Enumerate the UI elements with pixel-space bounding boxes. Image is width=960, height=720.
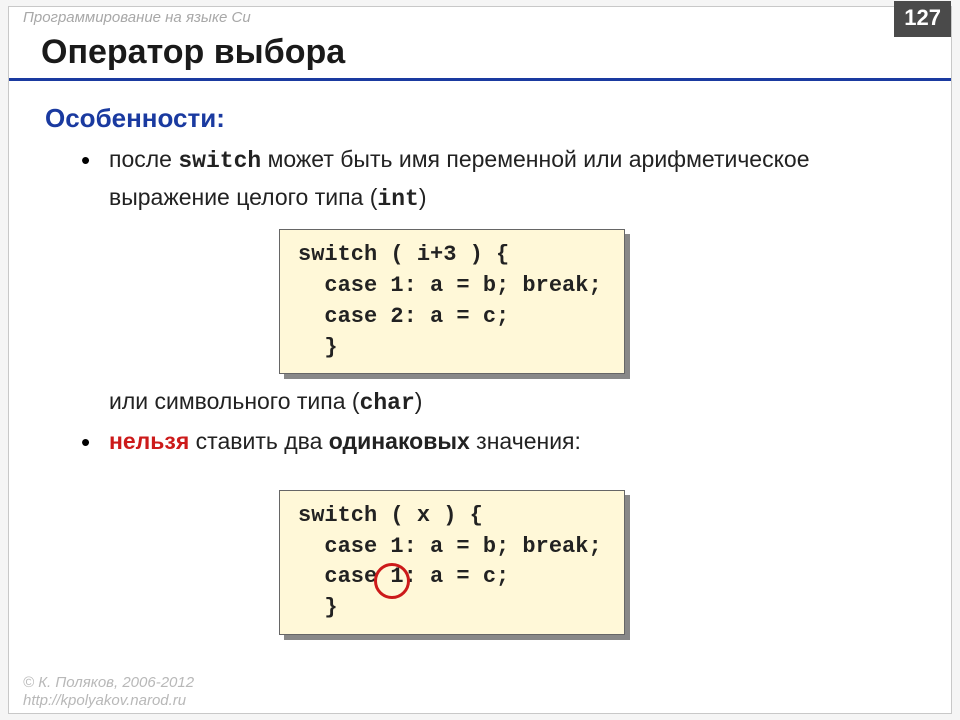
- error-circle-icon: [374, 563, 410, 599]
- keyword-nelzya: нельзя: [109, 428, 189, 454]
- header-label: Программирование на языке Си: [23, 9, 251, 26]
- keyword-switch: switch: [178, 148, 261, 174]
- footer-author: © К. Поляков, 2006-2012: [23, 674, 194, 691]
- code-block-2: switch ( x ) { case 1: a = b; break; cas…: [279, 490, 625, 635]
- bullet-item-2: нельзя ставить два одинаковых значения: …: [81, 424, 915, 643]
- text: ставить два: [189, 428, 329, 454]
- section-subtitle: Особенности:: [45, 103, 915, 134]
- code-block-wrap-1: switch ( i+3 ) { case 1: a = b; break; c…: [109, 217, 915, 382]
- header: Программирование на языке Си 127: [9, 7, 951, 27]
- slide: Программирование на языке Си 127 Операто…: [8, 6, 952, 714]
- text: ): [415, 388, 423, 414]
- keyword-int: int: [377, 186, 418, 212]
- keyword-odinakovyh: одинаковых: [329, 428, 470, 454]
- text: или символьного типа (: [109, 388, 360, 414]
- bullet-item-1: после switch может быть имя переменной и…: [81, 142, 915, 382]
- slide-title: Оператор выбора: [9, 27, 951, 81]
- text: ): [419, 184, 427, 210]
- text: после: [109, 146, 178, 172]
- code-block-1: switch ( i+3 ) { case 1: a = b; break; c…: [279, 229, 625, 374]
- text: значения:: [470, 428, 581, 454]
- bullet-list-2: нельзя ставить два одинаковых значения: …: [45, 422, 915, 643]
- footer-url: http://kpolyakov.narod.ru: [23, 692, 186, 709]
- continuation-text: или символьного типа (char): [45, 384, 915, 422]
- code-block-wrap-2: switch ( x ) { case 1: a = b; break; cas…: [109, 460, 915, 643]
- content: Особенности: после switch может быть имя…: [9, 81, 951, 643]
- bullet-list: после switch может быть имя переменной и…: [45, 134, 915, 382]
- keyword-char: char: [360, 390, 415, 416]
- page-number: 127: [894, 1, 951, 37]
